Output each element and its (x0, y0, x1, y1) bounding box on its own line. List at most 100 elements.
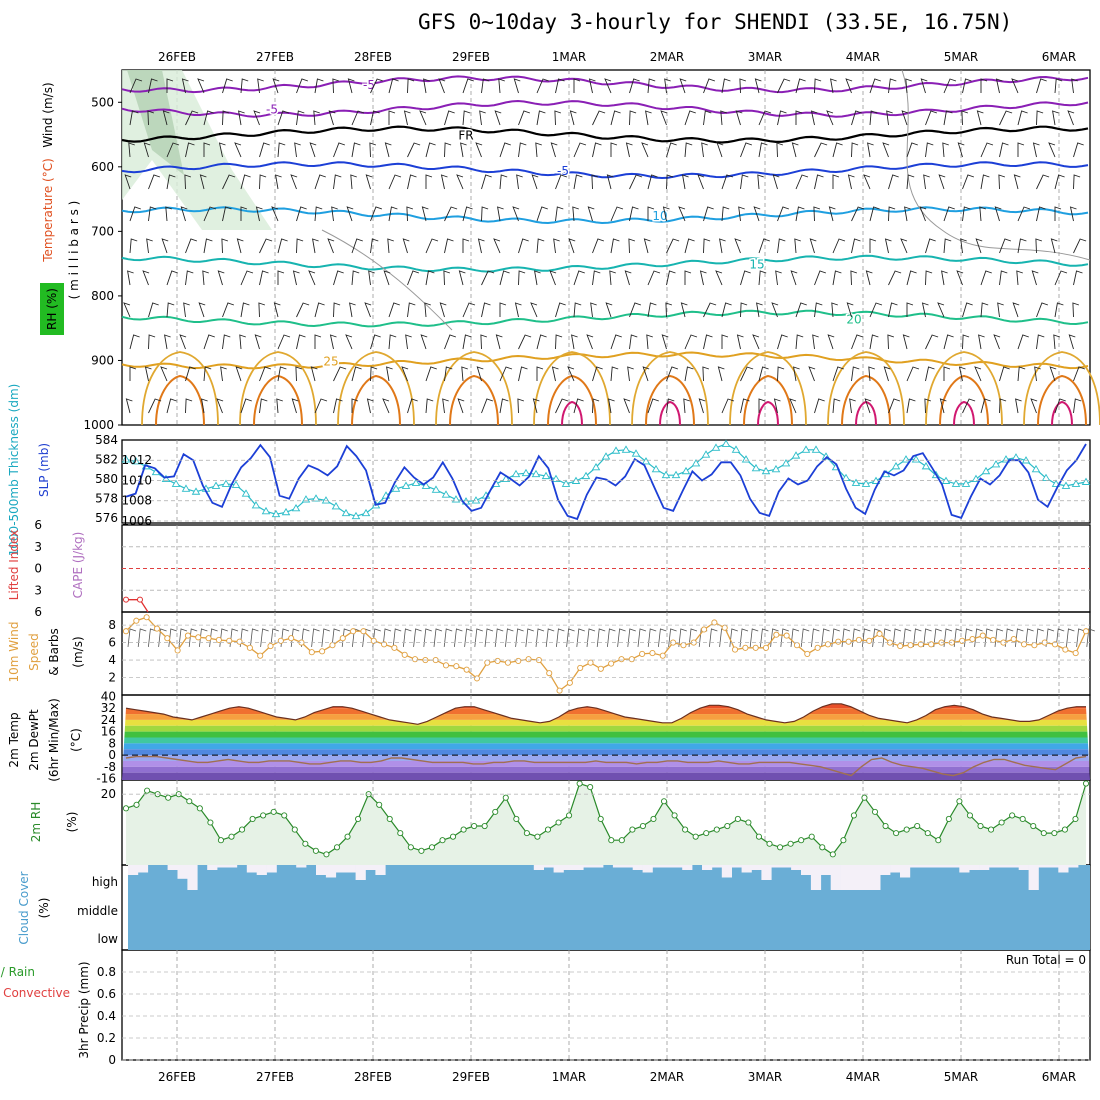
surface-wind-barb (1076, 628, 1085, 647)
wind-barb (1012, 302, 1020, 318)
wind10-point (515, 657, 522, 664)
surface-wind-barb (1025, 628, 1034, 647)
surface-wind-barb (984, 628, 993, 647)
wind-barb (642, 366, 650, 382)
wind-barb (148, 334, 156, 350)
wind-barb (814, 270, 827, 286)
wind-barb (734, 238, 742, 254)
isotherm-hot-loop (1037, 374, 1087, 426)
wind10-point (226, 637, 233, 644)
wind-barb (851, 334, 864, 350)
cloud-high-bar (959, 865, 970, 873)
wind10-point (504, 659, 511, 666)
wind10-point (381, 641, 388, 648)
wind-barb (847, 174, 855, 190)
wind-barb (628, 238, 636, 254)
wind-barb (772, 174, 780, 190)
wind-barb (1073, 238, 1087, 254)
isotherm-hottest-loop (953, 400, 975, 426)
wind-barb (185, 270, 194, 286)
rh2m-point (724, 822, 731, 830)
wind10-point (288, 635, 295, 642)
wind-barb (943, 334, 954, 350)
wind-barb (717, 366, 725, 382)
cloud-high-bar (672, 865, 683, 868)
wind-barb (592, 366, 603, 382)
wind-barb (647, 270, 661, 286)
wind10-point (1031, 642, 1038, 649)
wind-barb (1067, 110, 1075, 126)
cloud-high-bar (227, 865, 238, 868)
wind-barb (314, 206, 323, 222)
temp-band (122, 719, 1090, 726)
date-label-bottom: 26FEB (158, 1070, 196, 1084)
rh2m-point (1061, 826, 1068, 833)
wind-barb (814, 302, 823, 318)
wind-barb (808, 366, 816, 382)
isotherm-label: -5 (266, 103, 278, 117)
date-label-bottom: 6MAR (1042, 1070, 1077, 1084)
wind-barb (573, 270, 585, 286)
wind-barb (421, 206, 429, 222)
t2m-axis-label: 2m Temp (7, 712, 21, 767)
wind10-point (143, 614, 150, 621)
rh2m-point (618, 837, 625, 844)
wind-barb (1054, 302, 1064, 318)
wind10-point (711, 619, 718, 626)
wind-barb (370, 206, 383, 222)
wind-barb (314, 398, 328, 414)
wind-barb (627, 366, 634, 382)
wind-barb (461, 366, 468, 382)
wind-barb (1031, 270, 1039, 286)
wind-barb (1030, 398, 1038, 414)
wind-barb (1017, 238, 1027, 254)
wind-barb (814, 142, 828, 158)
lifted-index-tick-label: 6 (34, 605, 42, 619)
wind-barb (962, 398, 976, 414)
wind-barb (827, 334, 835, 350)
rh2m-fill (126, 783, 1086, 865)
wind-barb (257, 78, 264, 94)
pressure-tick-label: 900 (91, 353, 114, 367)
surface-wind-barb (321, 628, 330, 647)
wind10-point (153, 625, 161, 632)
wind-barb (571, 334, 578, 350)
cloud-high-bar (830, 865, 841, 890)
cloud-high-bar (860, 865, 871, 890)
isotherm-warm-loop (141, 351, 219, 426)
rh2m-point (956, 798, 963, 805)
wind-barb (901, 110, 909, 126)
wind-barb (569, 110, 577, 126)
precip-total-label: tal / Rain (0, 965, 35, 979)
cloud-high-bar (949, 865, 960, 868)
thickness-point (951, 479, 961, 487)
rh2m-point (587, 784, 594, 791)
rh2m-point (555, 819, 562, 826)
wind10-point (267, 643, 274, 650)
lifted-index-line (126, 599, 149, 613)
cloud-high-bar (246, 865, 257, 873)
temp-tick-label: 32 (101, 701, 116, 715)
rh2m-point (534, 833, 541, 840)
wind10-point (835, 638, 842, 645)
wind-barb (442, 398, 449, 414)
wind-barb (514, 302, 522, 318)
wind-barb (536, 334, 547, 350)
isotherm-label: 20 (846, 313, 861, 327)
wind-barb (462, 238, 470, 253)
wind-barb (702, 366, 710, 382)
wind-barb (1036, 302, 1049, 318)
surface-wind-barb (841, 628, 851, 647)
rh2m-point (629, 826, 636, 833)
wind-barb (900, 238, 908, 254)
rh2m-point (397, 830, 404, 837)
isotherm-warm-loop (631, 351, 709, 426)
cloud-high-bar (573, 865, 584, 870)
surface-wind-barb (576, 628, 585, 647)
wind-barb (1036, 174, 1050, 190)
wind-barb (185, 238, 198, 254)
surface-wind-barb (331, 628, 341, 647)
date-label-top: 6MAR (1042, 50, 1077, 64)
wind-barb (351, 398, 359, 413)
precip-tick-label: 0.8 (97, 965, 116, 979)
